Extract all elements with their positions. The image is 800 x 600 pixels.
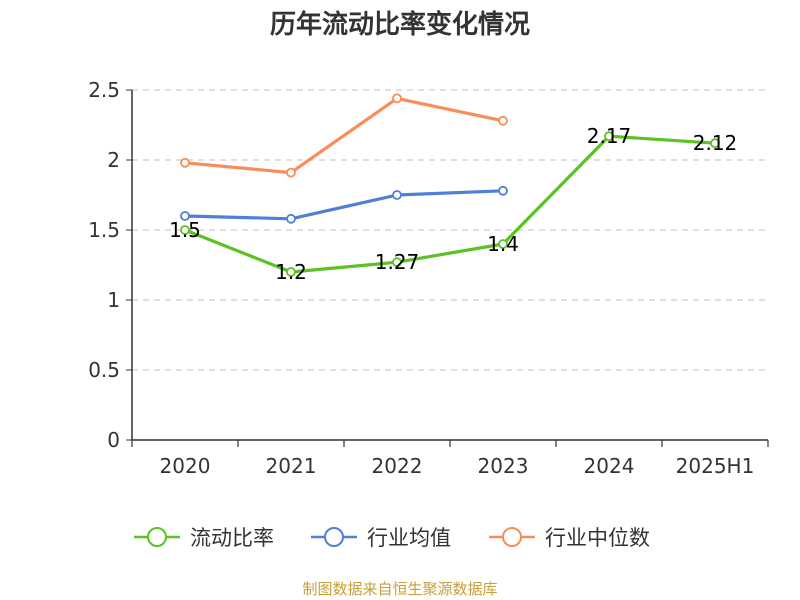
- legend-label-0: 流动比率: [190, 526, 274, 550]
- data-labels: 1.5 1.2 1.27 1.4 2.17 2.12: [169, 124, 737, 284]
- data-point: [392, 190, 402, 200]
- data-point: [604, 131, 614, 142]
- axes: 0 0.5 1 1.5 2 2.5 2020 2021 2022 2023 2024 2025H1: [88, 78, 769, 478]
- data-point: [392, 257, 402, 268]
- y-tick-label: 0: [107, 428, 120, 452]
- legend-label-2: 行业中位数: [545, 526, 650, 550]
- data-label: 2.17: [587, 124, 632, 148]
- source-note: 制图数据来自恒生聚源数据库: [302, 580, 497, 598]
- data-label: 1.2: [275, 260, 307, 284]
- chart-title: 历年流动比率变化情况: [270, 9, 530, 40]
- legend-marker-2: [502, 527, 522, 547]
- series-line-2: [184, 96, 504, 175]
- x-tick-label: 2020: [160, 454, 211, 478]
- data-point: [498, 115, 508, 126]
- y-tick-label: 2.5: [88, 78, 120, 102]
- data-point: [498, 185, 508, 196]
- x-tick-label: 2023: [478, 454, 529, 478]
- legend: 流动比率 行业均值 行业中位数: [134, 526, 650, 550]
- data-point: [392, 93, 402, 104]
- gridlines: [132, 89, 768, 371]
- y-tick-label: 2: [107, 148, 120, 172]
- data-point: [180, 225, 190, 235]
- data-point: [286, 213, 296, 224]
- legend-marker-1: [324, 527, 344, 547]
- legend-label-1: 行业均值: [367, 526, 451, 550]
- x-tick-label: 2022: [372, 454, 423, 478]
- series-line-1: [184, 189, 504, 221]
- x-tick-label: 2024: [584, 454, 635, 478]
- data-point: [180, 211, 190, 221]
- x-tick-label: 2021: [266, 454, 317, 478]
- data-label: 1.5: [169, 218, 201, 242]
- data-point: [498, 239, 508, 249]
- data-label: 1.4: [487, 232, 519, 256]
- x-tick-label: 2025H1: [676, 454, 755, 478]
- y-tick-label: 1.5: [88, 218, 120, 242]
- data-label: 2.12: [693, 131, 738, 155]
- y-tick-label: 1: [107, 288, 120, 312]
- series-line-0: [184, 134, 716, 274]
- data-point: [710, 138, 720, 149]
- y-tick-label: 0.5: [88, 358, 120, 382]
- legend-marker-0: [147, 527, 167, 547]
- data-point: [180, 157, 190, 168]
- data-point: [286, 167, 296, 178]
- data-label: 1.27: [375, 250, 420, 274]
- series-lines: [180, 93, 720, 277]
- data-point: [286, 267, 296, 277]
